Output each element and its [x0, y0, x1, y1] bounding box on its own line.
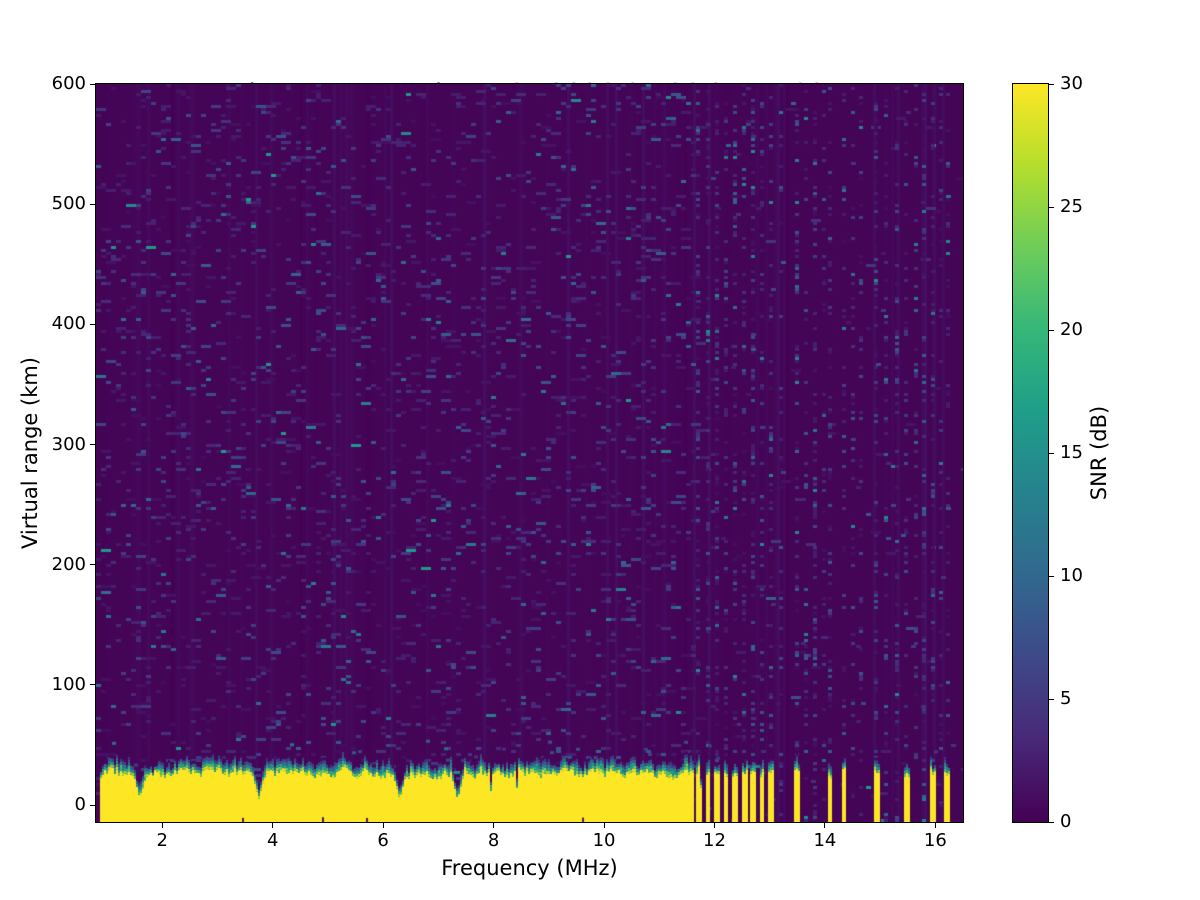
y-tick-label: 100 — [51, 673, 86, 695]
x-tick-mark — [272, 823, 274, 828]
y-tick-mark — [90, 323, 96, 325]
colorbar-tick-label: 20 — [1060, 319, 1083, 340]
y-tick-label: 600 — [51, 73, 86, 94]
x-tick-label: 10 — [592, 830, 616, 851]
x-tick-label: 8 — [487, 830, 500, 851]
y-tick-label: 200 — [51, 553, 86, 575]
y-tick-label: 500 — [51, 193, 86, 215]
colorbar — [1012, 83, 1049, 823]
y-axis-label: Virtual range (km) — [18, 356, 42, 550]
colorbar-tick-mark — [1049, 206, 1054, 208]
colorbar-tick-mark — [1049, 698, 1054, 700]
x-tick-mark — [934, 823, 936, 828]
colorbar-tick-label: 30 — [1060, 73, 1083, 94]
colorbar-label: SNR (dB) — [1087, 405, 1111, 501]
colorbar-tick-label: 25 — [1060, 196, 1083, 217]
y-tick-mark — [90, 684, 96, 686]
x-tick-mark — [824, 823, 826, 828]
x-tick-label: 14 — [813, 830, 837, 851]
ionogram-heatmap-canvas — [96, 84, 963, 822]
colorbar-tick-mark — [1049, 329, 1054, 331]
x-tick-label: 4 — [266, 830, 279, 851]
plot-area — [95, 83, 964, 823]
colorbar-tick-label: 0 — [1060, 811, 1072, 832]
x-tick-label: 12 — [703, 830, 726, 851]
colorbar-tick-label: 5 — [1060, 688, 1072, 709]
x-tick-mark — [493, 823, 495, 828]
x-axis-label: Frequency (MHz) — [441, 856, 618, 880]
y-tick-mark — [90, 203, 96, 205]
colorbar-tick-label: 10 — [1060, 565, 1083, 586]
colorbar-tick-label: 15 — [1060, 442, 1083, 463]
y-tick-label: 400 — [51, 313, 86, 335]
y-tick-label: 300 — [51, 433, 86, 455]
x-tick-label: 16 — [923, 830, 947, 851]
colorbar-tick-mark — [1049, 575, 1054, 577]
x-tick-mark — [713, 823, 715, 828]
x-tick-label: 6 — [377, 830, 389, 851]
y-tick-mark — [90, 564, 96, 566]
colorbar-tick-mark — [1049, 83, 1054, 85]
colorbar-gradient — [1013, 84, 1048, 822]
y-tick-mark — [90, 804, 96, 806]
y-tick-mark — [90, 444, 96, 446]
x-tick-mark — [161, 823, 163, 828]
y-tick-mark — [90, 83, 96, 85]
x-tick-mark — [382, 823, 384, 828]
x-tick-label: 2 — [156, 830, 168, 851]
colorbar-tick-mark — [1049, 821, 1054, 823]
x-tick-mark — [603, 823, 605, 828]
y-tick-label: 0 — [74, 794, 86, 816]
colorbar-tick-mark — [1049, 452, 1054, 454]
